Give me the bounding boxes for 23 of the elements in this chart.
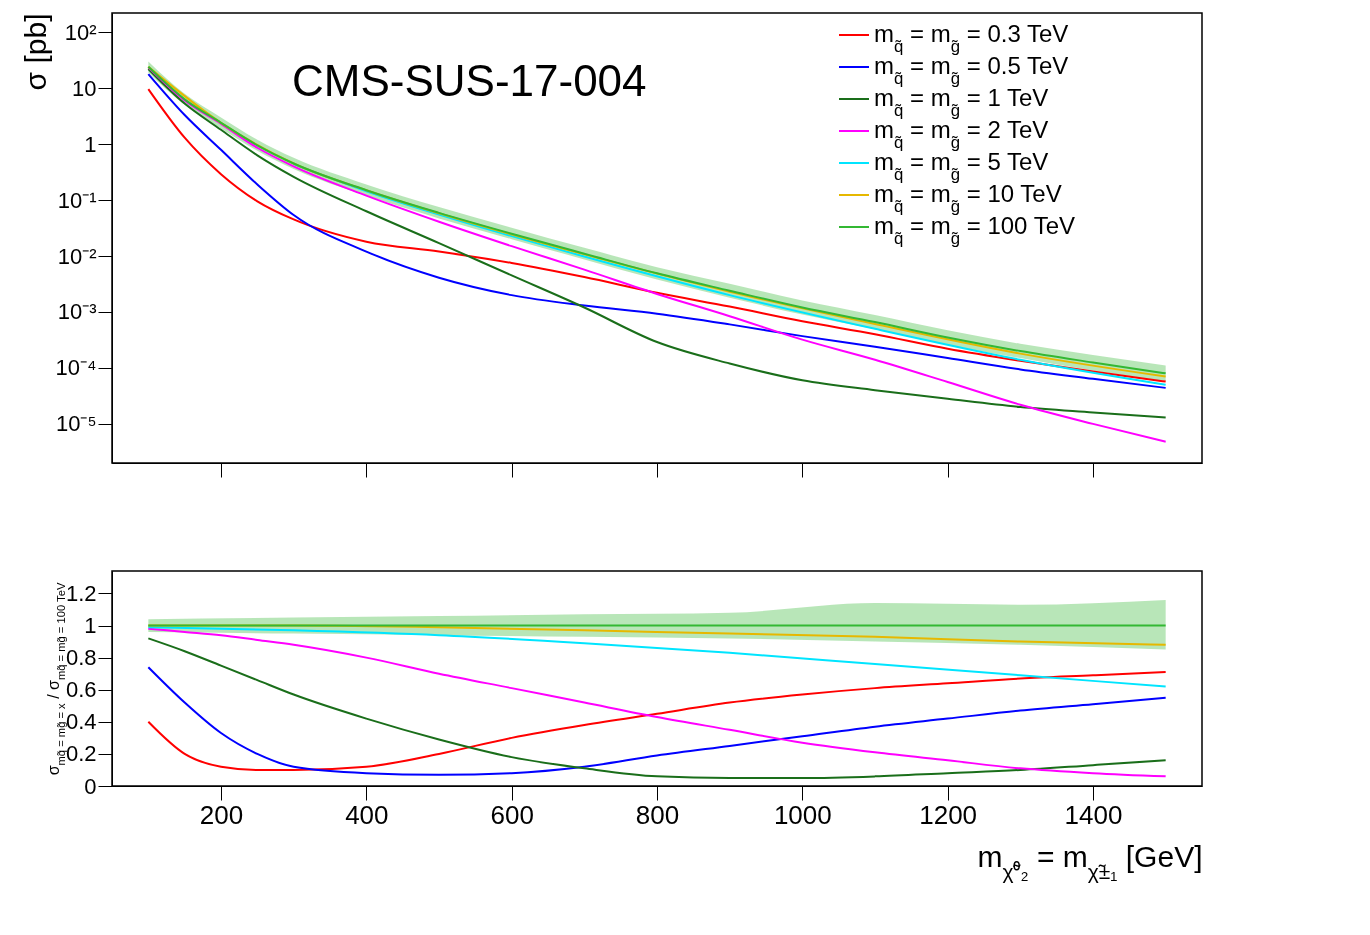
- y-tick-label: 0.6: [65, 677, 97, 703]
- x-tick-label: 200: [199, 799, 244, 830]
- line-series: [147, 626, 1167, 688]
- y-tick-label: 1.2: [65, 580, 97, 606]
- y-tick-label: 10⁻¹: [57, 187, 97, 213]
- x-tick-label: 400: [345, 799, 389, 830]
- x-axis-title: m$_{χ̃⁰₂}$ = m$_{χ̃±₁}$ [GeV]: [977, 839, 1203, 882]
- y-tick-label: 10⁻²: [57, 243, 97, 269]
- x-tick-label: 1200: [919, 799, 978, 830]
- y-tick-label: 10²: [64, 19, 97, 45]
- annotation: CMS-SUS-17-004: [292, 56, 647, 105]
- y-tick-label: 0: [84, 773, 97, 799]
- x-tick-label: 600: [490, 799, 534, 830]
- x-tick-label: 1000: [773, 799, 832, 830]
- y-tick-label: 10⁻⁵: [55, 411, 97, 437]
- y-tick-label: 10⁻³: [57, 299, 97, 325]
- x-tick-label: 800: [635, 799, 680, 830]
- y-tick-label: 1: [84, 131, 97, 157]
- y-tick-label: 10⁻⁴: [55, 355, 97, 381]
- x-tick-label: 1400: [1064, 799, 1123, 830]
- y-tick-label: 1: [84, 613, 97, 639]
- y-axis-title: σ [pb]: [18, 13, 52, 91]
- y-tick-label: 10: [72, 75, 97, 101]
